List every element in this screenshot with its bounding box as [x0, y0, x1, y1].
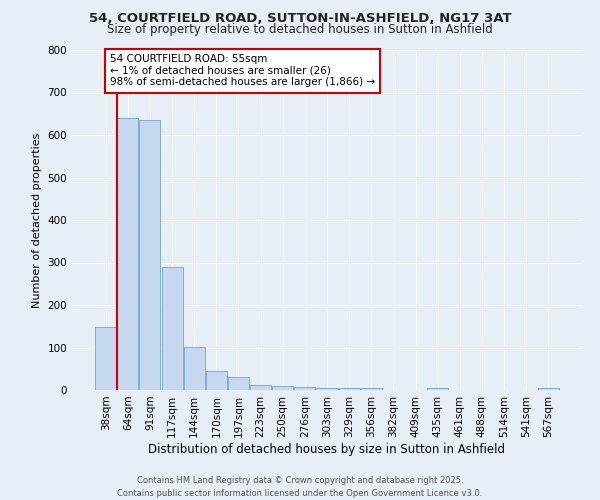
- Bar: [316, 388, 338, 390]
- Bar: [161, 267, 182, 390]
- Bar: [139, 120, 160, 390]
- Y-axis label: Number of detached properties: Number of detached properties: [32, 132, 42, 308]
- Text: 54 COURTFIELD ROAD: 55sqm
← 1% of detached houses are smaller (26)
98% of semi-d: 54 COURTFIELD ROAD: 55sqm ← 1% of detach…: [110, 54, 375, 88]
- Bar: [184, 346, 205, 390]
- Bar: [295, 387, 316, 390]
- Bar: [228, 378, 249, 390]
- Text: Contains HM Land Registry data © Crown copyright and database right 2025.
Contai: Contains HM Land Registry data © Crown c…: [118, 476, 482, 498]
- Text: 54, COURTFIELD ROAD, SUTTON-IN-ASHFIELD, NG17 3AT: 54, COURTFIELD ROAD, SUTTON-IN-ASHFIELD,…: [89, 12, 511, 26]
- X-axis label: Distribution of detached houses by size in Sutton in Ashfield: Distribution of detached houses by size …: [149, 442, 505, 456]
- Bar: [250, 385, 271, 390]
- Bar: [538, 388, 559, 390]
- Bar: [338, 388, 359, 390]
- Bar: [206, 371, 227, 390]
- Bar: [272, 386, 293, 390]
- Bar: [361, 388, 382, 390]
- Bar: [95, 327, 116, 390]
- Bar: [118, 118, 139, 390]
- Bar: [427, 388, 448, 390]
- Text: Size of property relative to detached houses in Sutton in Ashfield: Size of property relative to detached ho…: [107, 22, 493, 36]
